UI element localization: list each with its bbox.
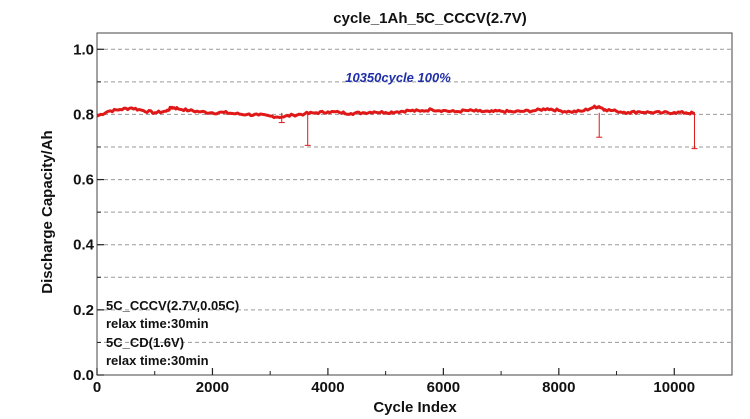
x-tick-labels: 0 2000 4000 6000 8000 10000 xyxy=(93,379,695,396)
condition-line-1: 5C_CCCV(2.7V,0.05C) xyxy=(106,298,239,313)
x-tick-label: 4000 xyxy=(311,379,344,396)
y-tick-label: 0.8 xyxy=(73,106,94,123)
x-tick-label: 8000 xyxy=(542,379,575,396)
x-tick-label: 0 xyxy=(93,379,101,396)
plot-frame xyxy=(96,32,733,376)
condition-line-2: relax time:30min xyxy=(106,316,209,331)
cycle-annotation: 10350cycle 100% xyxy=(345,70,451,85)
y-tick-label: 0.4 xyxy=(73,237,95,254)
chart-title: cycle_1Ah_5C_CCCV(2.7V) xyxy=(333,10,526,27)
grid-lines xyxy=(97,48,732,343)
y-tick-labels: 0.0 0.2 0.4 0.6 0.8 1.0 xyxy=(73,41,95,384)
y-tick-label: 0.0 xyxy=(73,367,94,384)
condition-line-3: 5C_CD(1.6V) xyxy=(106,335,184,350)
x-tick-label: 2000 xyxy=(196,379,229,396)
y-tick-label: 0.2 xyxy=(73,302,94,319)
y-tick-label: 0.6 xyxy=(73,172,94,189)
y-axis-label: Discharge Capacity/Ah xyxy=(39,130,56,293)
y-tick-label: 1.0 xyxy=(73,41,94,58)
x-axis-label: Cycle Index xyxy=(373,399,457,416)
series-line xyxy=(96,104,695,120)
x-tick-label: 10000 xyxy=(653,379,695,396)
capacity-dips xyxy=(278,112,698,150)
condition-line-4: relax time:30min xyxy=(106,353,209,368)
x-tick-label: 6000 xyxy=(427,379,460,396)
